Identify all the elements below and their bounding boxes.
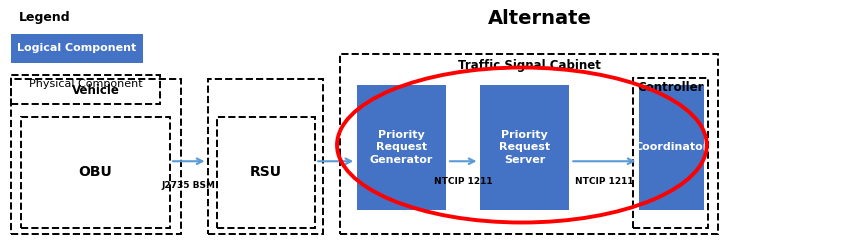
Bar: [208, 79, 323, 234]
Text: Vehicle: Vehicle: [72, 84, 120, 97]
Text: RSU: RSU: [250, 166, 281, 179]
Text: Legend: Legend: [19, 11, 71, 24]
Text: Physical Component: Physical Component: [29, 79, 142, 89]
Bar: [357, 85, 446, 210]
Bar: [217, 118, 314, 228]
Text: Alternate: Alternate: [488, 9, 592, 28]
Text: Priority
Request
Server: Priority Request Server: [499, 130, 551, 165]
Text: J2735 BSM: J2735 BSM: [162, 180, 216, 190]
Text: Logical Component: Logical Component: [17, 43, 137, 53]
Text: Controller: Controller: [638, 81, 704, 94]
Text: Coordinator: Coordinator: [634, 142, 709, 152]
Text: OBU: OBU: [79, 166, 112, 179]
Text: Traffic Signal Cabinet: Traffic Signal Cabinet: [457, 59, 601, 72]
Bar: [480, 85, 570, 210]
Bar: [340, 54, 718, 234]
Bar: [11, 34, 143, 62]
Text: NTCIP 1211: NTCIP 1211: [575, 177, 633, 186]
Bar: [633, 78, 708, 228]
Text: Priority
Request
Generator: Priority Request Generator: [370, 130, 434, 165]
Text: NTCIP 1211: NTCIP 1211: [434, 177, 492, 186]
Bar: [21, 118, 170, 228]
Bar: [11, 79, 181, 234]
Bar: [639, 85, 704, 210]
Bar: [11, 75, 160, 104]
